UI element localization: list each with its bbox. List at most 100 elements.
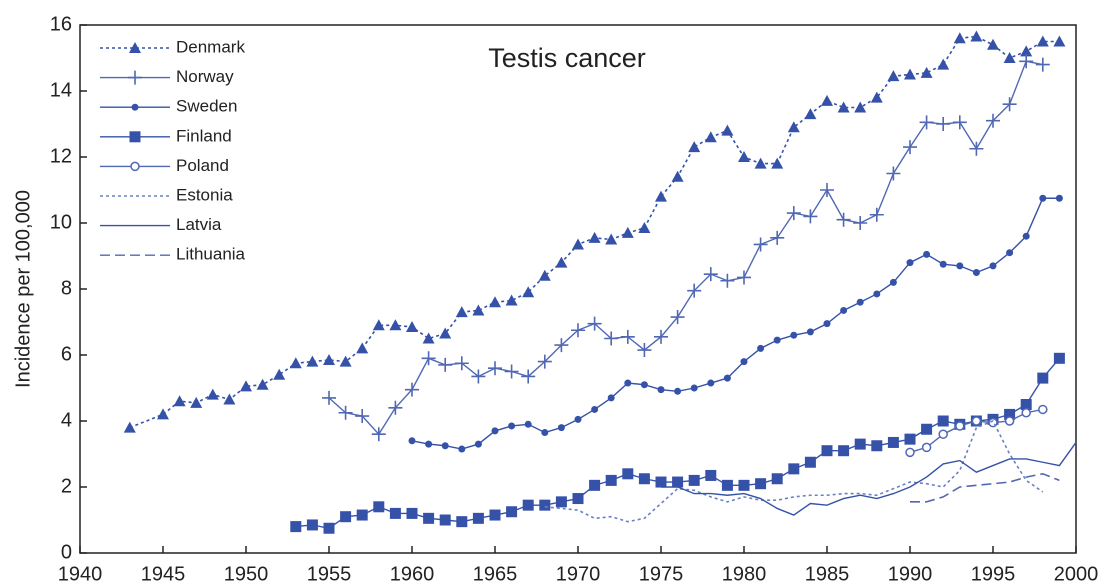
marker [937,415,949,427]
y-axis-label: Incidence per 100,000 [12,190,34,388]
marker [157,408,169,420]
y-tick-label: 2 [61,475,72,497]
legend-marker [130,161,140,172]
marker [753,237,768,252]
marker [773,336,781,344]
marker [905,447,915,458]
marker [906,259,914,267]
marker [373,501,385,513]
marker [1020,399,1032,410]
series-line [544,419,1044,523]
marker [836,212,851,227]
marker [1002,97,1017,112]
series-line [411,197,1060,450]
marker [371,427,386,442]
y-tick-label: 4 [61,409,72,431]
legend-label: Sweden [176,97,237,116]
marker [972,269,980,276]
marker [206,388,219,400]
marker [456,516,468,528]
marker [806,328,814,336]
marker [920,66,933,78]
marker [439,514,451,526]
marker [854,438,866,450]
marker [1020,45,1033,57]
legend-marker [129,131,141,143]
marker [821,94,833,106]
marker [338,405,353,420]
marker [458,445,466,453]
marker [856,298,864,306]
marker [572,238,584,250]
marker [624,379,632,387]
marker [474,440,482,448]
series-line [910,472,1060,503]
marker [938,429,948,439]
legend-label: Denmark [176,37,245,56]
marker [903,140,917,155]
marker [339,355,352,367]
marker [388,400,403,415]
marker [970,30,983,42]
y-tick-label: 16 [50,13,72,35]
legend-label: Finland [176,126,232,145]
marker [1022,232,1030,240]
marker [522,286,535,298]
marker [425,440,433,448]
marker [655,476,667,488]
y-tick-label: 10 [50,211,72,233]
marker [688,474,700,486]
marker [1053,35,1066,47]
marker [504,364,519,379]
marker [572,493,584,505]
marker [537,354,552,369]
marker [356,342,369,354]
marker [737,270,751,285]
y-tick-label: 8 [61,277,72,299]
marker [889,278,897,286]
marker [423,512,435,524]
marker [987,38,999,50]
marker [605,474,617,486]
marker [869,207,884,222]
marker [505,294,518,306]
marker [539,499,551,511]
marker [837,101,850,113]
marker [489,296,501,308]
marker [904,68,916,80]
marker [757,344,765,352]
marker [688,141,701,153]
marker [454,356,469,371]
marker [971,416,982,426]
series-line [328,60,1043,436]
marker [823,320,831,328]
marker [173,395,186,407]
marker [771,473,783,485]
marker [223,393,236,405]
x-tick-label: 1980 [722,563,767,585]
marker [290,521,302,533]
marker [989,262,997,270]
marker [854,101,867,113]
marker [674,387,682,395]
marker [704,131,717,143]
marker [408,437,416,445]
marker [838,445,850,457]
marker [720,273,735,288]
marker [887,70,900,82]
marker [1003,52,1016,63]
legend-label: Norway [176,67,234,86]
marker [355,409,370,424]
marker [620,329,635,344]
marker [406,320,418,332]
marker [289,357,302,369]
marker [738,479,750,491]
marker [640,381,648,389]
marker [1039,194,1047,202]
marker [472,512,484,524]
marker [1055,194,1063,202]
marker [820,183,834,197]
x-tick-label: 1945 [141,563,186,585]
marker [671,170,684,182]
legend-marker [129,42,141,53]
